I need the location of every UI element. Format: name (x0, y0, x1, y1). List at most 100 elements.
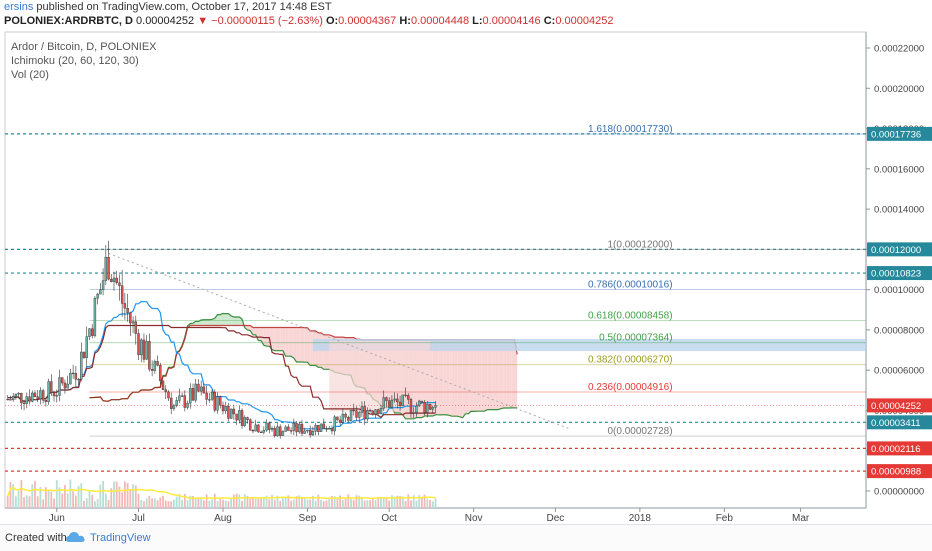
y-tick-label: 0.00000000 (874, 487, 924, 498)
candle-body (304, 431, 306, 434)
price-chart[interactable]: 0.000220000.000200000.000180000.00016000… (0, 28, 932, 524)
candle-body (39, 391, 41, 399)
candle-body (246, 417, 248, 419)
target-zone (329, 341, 430, 411)
volume-bar (143, 501, 145, 508)
volume-bar (350, 499, 352, 508)
candle-body (366, 410, 368, 419)
candle-body (402, 395, 404, 406)
price-level-label: 0.00010823 (871, 269, 921, 280)
candle-body (211, 392, 213, 399)
volume-bar (72, 491, 74, 508)
volume-bar (290, 501, 292, 508)
candle-body (105, 257, 107, 280)
candle-body (80, 352, 82, 379)
down-arrow-icon: ▼ (197, 15, 208, 27)
candle-body (377, 410, 379, 414)
candle-body (233, 409, 235, 414)
cloud-segment (275, 327, 278, 350)
candle-body (255, 425, 257, 431)
candle-body (48, 382, 50, 402)
symbol-label: POLONIEX:ARDRBTC, D (4, 15, 133, 27)
candle-body (230, 409, 232, 418)
cloud-segment (288, 327, 291, 356)
fib-level-label: 1.618(0.00017730) (588, 124, 673, 135)
volume-bar (26, 495, 28, 508)
candle-body (200, 387, 202, 391)
cloud-segment (305, 328, 308, 363)
cloud-segment (438, 340, 441, 415)
cloud-segment (253, 327, 256, 334)
tradingview-brand[interactable]: TradingView (90, 532, 151, 544)
x-tick-label: 2018 (629, 513, 652, 524)
volume-bar (149, 496, 151, 508)
volume-bar (151, 498, 153, 508)
candle (320, 424, 322, 432)
fib-level-label: 0(0.00002728) (607, 426, 672, 437)
volume-bar (91, 495, 93, 508)
candle-body (75, 373, 77, 379)
candle-body (45, 400, 47, 402)
candle (402, 395, 404, 407)
candle-body (388, 401, 390, 408)
candle-body (219, 397, 221, 405)
volume-bar (135, 486, 137, 508)
candle-body (64, 383, 66, 388)
candle-body (129, 313, 131, 323)
volume-bar (257, 499, 259, 508)
fib-level-label: 0.618(0.00008458) (588, 311, 673, 322)
volume-bar (154, 498, 156, 508)
candle-body (127, 308, 129, 313)
candle-body (268, 423, 270, 430)
volume-bar (64, 485, 66, 508)
candle-body (405, 395, 407, 396)
volume-bar (274, 500, 276, 508)
candle-body (94, 298, 96, 335)
fib-level-label: 0.5(0.00007364) (599, 333, 672, 344)
candle-body (364, 406, 366, 419)
volume-bar (108, 500, 110, 508)
candle-body (271, 428, 273, 429)
candle-body (140, 340, 142, 355)
volume-bar (260, 498, 262, 508)
candle-body (31, 393, 33, 401)
volume-bar (198, 498, 200, 508)
x-tick-label: Oct (381, 513, 397, 524)
legend-ichimoku[interactable]: Ichimoku (20, 60, 120, 30) (11, 54, 157, 68)
cloud-segment (223, 313, 226, 325)
volume-bar (317, 495, 319, 508)
cloud-segment (446, 340, 449, 415)
candle-body (353, 410, 355, 411)
legend-volume[interactable]: Vol (20) (11, 68, 157, 82)
footer: Created with TradingView (0, 524, 932, 551)
candle (429, 404, 431, 411)
candle-body (157, 361, 159, 365)
volume-bar (200, 497, 202, 508)
volume-bar (86, 498, 88, 508)
candle (249, 418, 251, 430)
cloud-segment (258, 327, 261, 340)
candle-body (34, 393, 36, 397)
candle-body (355, 411, 357, 418)
candle-body (328, 428, 330, 429)
volume-bar (23, 497, 25, 508)
candle-body (306, 430, 308, 431)
candle-body (176, 400, 178, 405)
cloud-segment (272, 327, 275, 350)
volume-bar (222, 500, 224, 508)
candle (48, 379, 50, 405)
author-link[interactable]: ersins (4, 1, 33, 13)
candle-body (88, 329, 90, 337)
candle-body (415, 406, 417, 413)
close-value: 0.00004252 (555, 15, 613, 27)
volume-bar (230, 499, 232, 508)
candle-body (336, 417, 338, 420)
volume-bar (97, 499, 99, 508)
x-tick-label: Feb (716, 513, 734, 524)
volume-bar (10, 482, 12, 508)
volume-bar (388, 500, 390, 508)
volume-bar (249, 499, 251, 508)
candle-body (413, 413, 415, 414)
candle (83, 352, 85, 359)
volume-bar (127, 483, 129, 508)
